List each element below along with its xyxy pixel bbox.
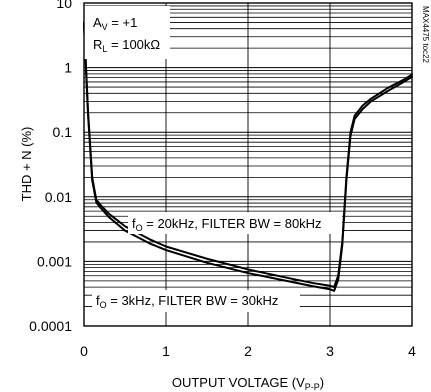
x-axis-title: OUTPUT VOLTAGE (VP-P) <box>172 375 324 392</box>
x-tick-label: 1 <box>162 343 170 359</box>
x-tick-label: 3 <box>326 343 334 359</box>
y-axis-title: THD + N (%) <box>19 127 34 202</box>
series-curves <box>83 21 413 292</box>
annotation-3khz-bg <box>92 290 300 312</box>
av-condition: AV = +1 <box>93 15 137 32</box>
x-tick-labels: 0 1 2 3 4 <box>80 343 416 359</box>
series-1-line <box>83 21 413 289</box>
y-tick-label: 10 <box>56 0 72 11</box>
annotation-20khz: fO = 20kHz, FILTER BW = 80kHz <box>132 216 322 233</box>
figure-id-watermark: MAX4475 toc22 <box>421 6 430 63</box>
rl-condition: RL = 100kΩ <box>93 37 160 54</box>
y-tick-label: 0.01 <box>45 189 72 205</box>
annotation-20khz-bg <box>128 212 342 234</box>
y-tick-label: 0.001 <box>37 253 72 269</box>
plot-frame <box>83 2 413 327</box>
conditions-box <box>84 6 170 59</box>
x-tick-label: 0 <box>80 343 88 359</box>
series-2-line <box>83 24 413 292</box>
y-tick-label: 0.0001 <box>29 318 72 334</box>
x-tick-label: 4 <box>408 343 416 359</box>
y-tick-label: 0.1 <box>53 124 73 140</box>
x-tick-label: 2 <box>244 343 252 359</box>
y-tick-label: 1 <box>64 60 72 76</box>
y-tick-labels: 0.0001 0.001 0.01 0.1 1 10 <box>29 0 72 334</box>
annotation-3khz: fO = 3kHz, FILTER BW = 30kHz <box>96 293 278 310</box>
